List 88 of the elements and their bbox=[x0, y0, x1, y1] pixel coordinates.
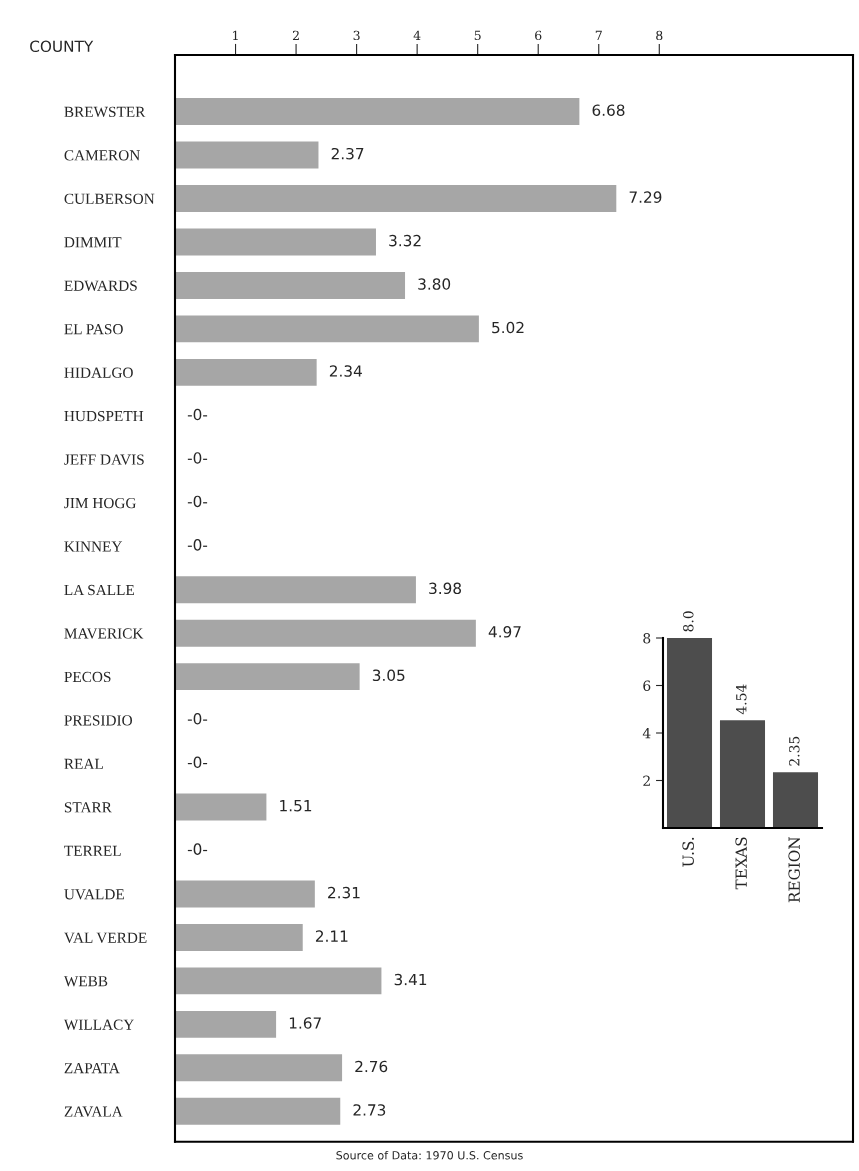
data-label: 4.97 bbox=[488, 626, 521, 638]
y-tick-label: EL PASO bbox=[64, 324, 123, 335]
y-tick-label: HIDALGO bbox=[64, 367, 133, 378]
y-tick-label: CAMERON bbox=[64, 150, 140, 161]
bar bbox=[175, 185, 617, 212]
y-tick-label: DIMMIT bbox=[64, 237, 122, 248]
y-tick-label: ZAVALA bbox=[64, 1106, 123, 1117]
data-label: 5.02 bbox=[492, 321, 524, 334]
x-tick-label: TEXAS bbox=[735, 837, 747, 890]
y-tick-label: LA SALLE bbox=[64, 584, 134, 596]
bar bbox=[175, 967, 382, 995]
bar bbox=[175, 98, 580, 126]
bar bbox=[175, 1054, 343, 1082]
data-label: 1.67 bbox=[289, 1017, 321, 1029]
data-label: 3.98 bbox=[429, 582, 462, 595]
data-label: -0- bbox=[187, 756, 208, 768]
data-label: 3.32 bbox=[389, 234, 421, 247]
y-tick-label: MAVERICK bbox=[64, 628, 144, 639]
y-tick-label: VAL VERDE bbox=[64, 932, 147, 943]
x-tick-label: 1 bbox=[233, 30, 238, 40]
y-tick-label: BREWSTER bbox=[64, 106, 146, 118]
y-tick-label: REAL bbox=[64, 758, 103, 769]
bar bbox=[175, 228, 376, 256]
y-tick-label: JEFF DAVIS bbox=[64, 454, 144, 465]
bar bbox=[719, 720, 766, 828]
bar bbox=[175, 358, 317, 386]
x-tick-label: 6 bbox=[535, 30, 542, 41]
data-label: 3.80 bbox=[418, 278, 451, 290]
data-label: -0- bbox=[187, 452, 208, 464]
y-tick-label: KINNEY bbox=[64, 541, 123, 552]
x-tick-label: 7 bbox=[595, 30, 602, 40]
data-label: 3.41 bbox=[394, 973, 427, 986]
data-label: 2.73 bbox=[353, 1104, 386, 1116]
x-tick-label: U.S. bbox=[682, 837, 694, 867]
bar bbox=[175, 793, 267, 821]
x-tick-label: REGION bbox=[788, 837, 800, 903]
data-label: 7.29 bbox=[629, 191, 662, 203]
y-tick-label: ZAPATA bbox=[64, 1063, 120, 1074]
data-label: -0- bbox=[187, 408, 208, 421]
bar bbox=[175, 923, 303, 951]
bar bbox=[175, 663, 360, 691]
data-label: 8.0 bbox=[683, 611, 694, 632]
y-tick-label: PRESIDIO bbox=[64, 715, 133, 726]
y-tick-label: PECOS bbox=[64, 671, 111, 683]
data-label: -0- bbox=[187, 539, 208, 551]
data-label: 1.51 bbox=[280, 800, 312, 812]
y-tick-label: UVALDE bbox=[64, 889, 124, 900]
y-tick-label: 4 bbox=[642, 727, 651, 739]
x-tick-label: 8 bbox=[656, 30, 663, 41]
source-note: Source of Data: 1970 U.S. Census bbox=[336, 1150, 523, 1160]
bar bbox=[175, 576, 416, 604]
data-label: 2.35 bbox=[789, 736, 800, 766]
data-label: 2.76 bbox=[355, 1060, 388, 1073]
y-tick-label: STARR bbox=[64, 802, 112, 813]
bar bbox=[175, 619, 476, 647]
data-label: 3.05 bbox=[372, 669, 405, 682]
y-tick-label: EDWARDS bbox=[64, 280, 137, 291]
x-tick-label: 2 bbox=[292, 30, 299, 40]
bar bbox=[175, 271, 406, 299]
y-tick-label: TERREL bbox=[64, 845, 121, 856]
y-tick-label: 8 bbox=[643, 632, 651, 644]
data-label: 6.68 bbox=[592, 104, 625, 116]
data-label: 2.11 bbox=[315, 930, 348, 942]
bar bbox=[175, 1010, 277, 1038]
x-tick-label: 3 bbox=[353, 30, 360, 41]
data-label: 4.54 bbox=[736, 684, 747, 715]
bar bbox=[175, 141, 319, 169]
data-label: -0- bbox=[187, 712, 208, 725]
y-tick-label: WEBB bbox=[63, 976, 108, 987]
y-tick-label: 2 bbox=[643, 775, 650, 786]
x-tick-label: 4 bbox=[413, 30, 421, 40]
data-label: -0- bbox=[187, 843, 208, 855]
data-label: 2.37 bbox=[331, 147, 364, 160]
data-label: -0- bbox=[187, 495, 208, 508]
x-tick-label: 5 bbox=[474, 30, 481, 41]
bar bbox=[175, 315, 479, 343]
y-tick-label: HUDSPETH bbox=[64, 411, 144, 422]
y-tick-label: JIM HOGG bbox=[64, 497, 136, 509]
y-tick-label: WILLACY bbox=[63, 1019, 134, 1030]
bar bbox=[666, 638, 713, 828]
y-tick-label: CULBERSON bbox=[64, 193, 155, 204]
bar bbox=[175, 1097, 341, 1125]
data-label: 2.34 bbox=[329, 365, 362, 377]
y-tick-label: 6 bbox=[643, 680, 651, 691]
bar bbox=[772, 772, 819, 828]
bar bbox=[175, 880, 315, 908]
y-axis-title: COUNTY bbox=[30, 40, 94, 53]
data-label: 2.31 bbox=[328, 886, 360, 899]
